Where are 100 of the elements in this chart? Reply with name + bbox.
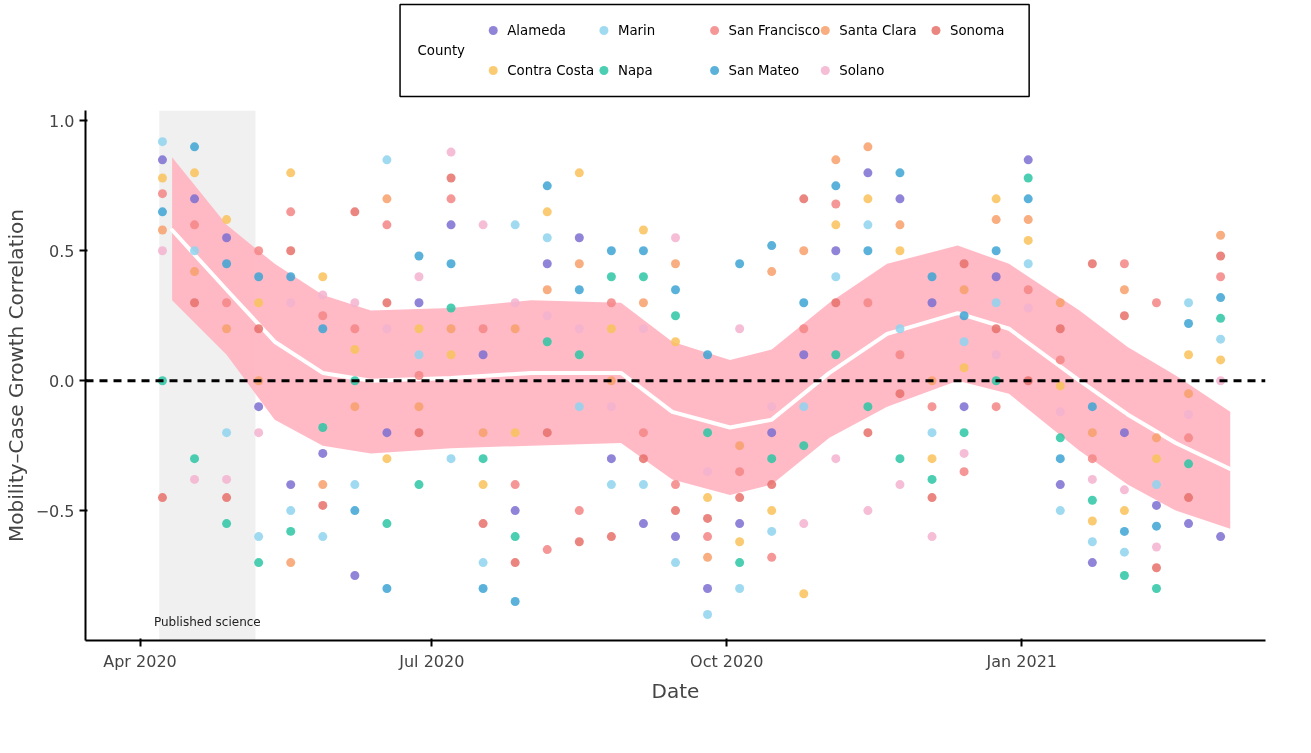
point xyxy=(1216,355,1226,365)
point xyxy=(991,246,1001,256)
point xyxy=(895,454,905,464)
point xyxy=(157,173,167,183)
point xyxy=(671,558,680,568)
point xyxy=(254,272,264,282)
point xyxy=(671,311,680,321)
point xyxy=(222,259,232,269)
point xyxy=(382,519,392,529)
point xyxy=(382,194,392,204)
point xyxy=(959,402,969,412)
point xyxy=(382,584,392,594)
point xyxy=(991,215,1001,225)
legend-label: Alameda xyxy=(507,23,567,38)
point xyxy=(510,428,520,438)
point xyxy=(735,259,745,269)
point xyxy=(414,480,424,490)
point xyxy=(574,506,584,516)
point xyxy=(254,324,264,334)
legend-label: Napa xyxy=(617,63,653,78)
point xyxy=(1087,537,1097,547)
point xyxy=(1087,495,1097,505)
legend-label: Contra Costa xyxy=(507,63,595,78)
point xyxy=(1119,571,1129,581)
point xyxy=(190,220,200,230)
point xyxy=(478,324,488,334)
point xyxy=(671,285,680,295)
point xyxy=(767,241,777,251)
point xyxy=(1216,334,1226,344)
point xyxy=(927,428,937,438)
point xyxy=(831,350,841,360)
point xyxy=(671,480,680,490)
point xyxy=(1216,313,1226,323)
point xyxy=(799,589,809,599)
point xyxy=(318,500,328,510)
point xyxy=(574,537,584,547)
point xyxy=(1151,521,1161,531)
point xyxy=(959,467,969,477)
band-label: Published science xyxy=(153,614,261,629)
point xyxy=(895,246,905,256)
point xyxy=(222,233,232,243)
point xyxy=(446,454,456,464)
point xyxy=(1216,251,1226,261)
point xyxy=(510,480,520,490)
point xyxy=(927,402,937,412)
point xyxy=(382,428,392,438)
point xyxy=(767,506,777,516)
point xyxy=(927,298,937,308)
point xyxy=(542,207,552,217)
point xyxy=(414,324,424,334)
point xyxy=(222,474,232,484)
point xyxy=(831,199,841,209)
point xyxy=(735,537,745,547)
point xyxy=(735,558,745,568)
point xyxy=(446,173,456,183)
point xyxy=(1055,298,1065,308)
point xyxy=(959,428,969,438)
point xyxy=(1055,506,1065,516)
point xyxy=(286,272,296,282)
point xyxy=(863,246,873,256)
point xyxy=(350,345,360,355)
legend-label: Marin xyxy=(617,23,656,38)
point xyxy=(157,207,167,217)
point xyxy=(863,220,873,230)
point xyxy=(446,220,456,230)
point xyxy=(286,168,296,178)
point xyxy=(414,251,424,261)
point xyxy=(1216,272,1226,282)
point xyxy=(1119,428,1129,438)
point xyxy=(1055,355,1065,365)
point xyxy=(157,155,167,165)
point xyxy=(1119,285,1129,295)
point xyxy=(222,493,232,503)
point xyxy=(414,371,424,380)
point xyxy=(703,350,713,360)
point xyxy=(190,267,200,277)
point xyxy=(735,519,745,529)
point xyxy=(222,215,232,225)
point xyxy=(350,402,360,412)
point xyxy=(318,480,328,490)
legend-title: County xyxy=(417,43,466,58)
point xyxy=(222,298,232,308)
point xyxy=(831,272,841,282)
point xyxy=(831,246,841,256)
point xyxy=(638,298,648,308)
point xyxy=(510,324,520,334)
y-tick-label: 0.0 xyxy=(49,371,75,391)
point xyxy=(478,428,488,438)
point xyxy=(1216,293,1226,303)
legend-label: Solano xyxy=(839,63,885,78)
point xyxy=(190,168,200,178)
point xyxy=(767,454,777,464)
point xyxy=(606,324,616,334)
point xyxy=(574,350,584,360)
point xyxy=(510,532,520,542)
point xyxy=(1151,500,1161,510)
point xyxy=(1119,259,1129,269)
point xyxy=(831,220,841,230)
point xyxy=(799,402,809,412)
point xyxy=(478,350,488,360)
